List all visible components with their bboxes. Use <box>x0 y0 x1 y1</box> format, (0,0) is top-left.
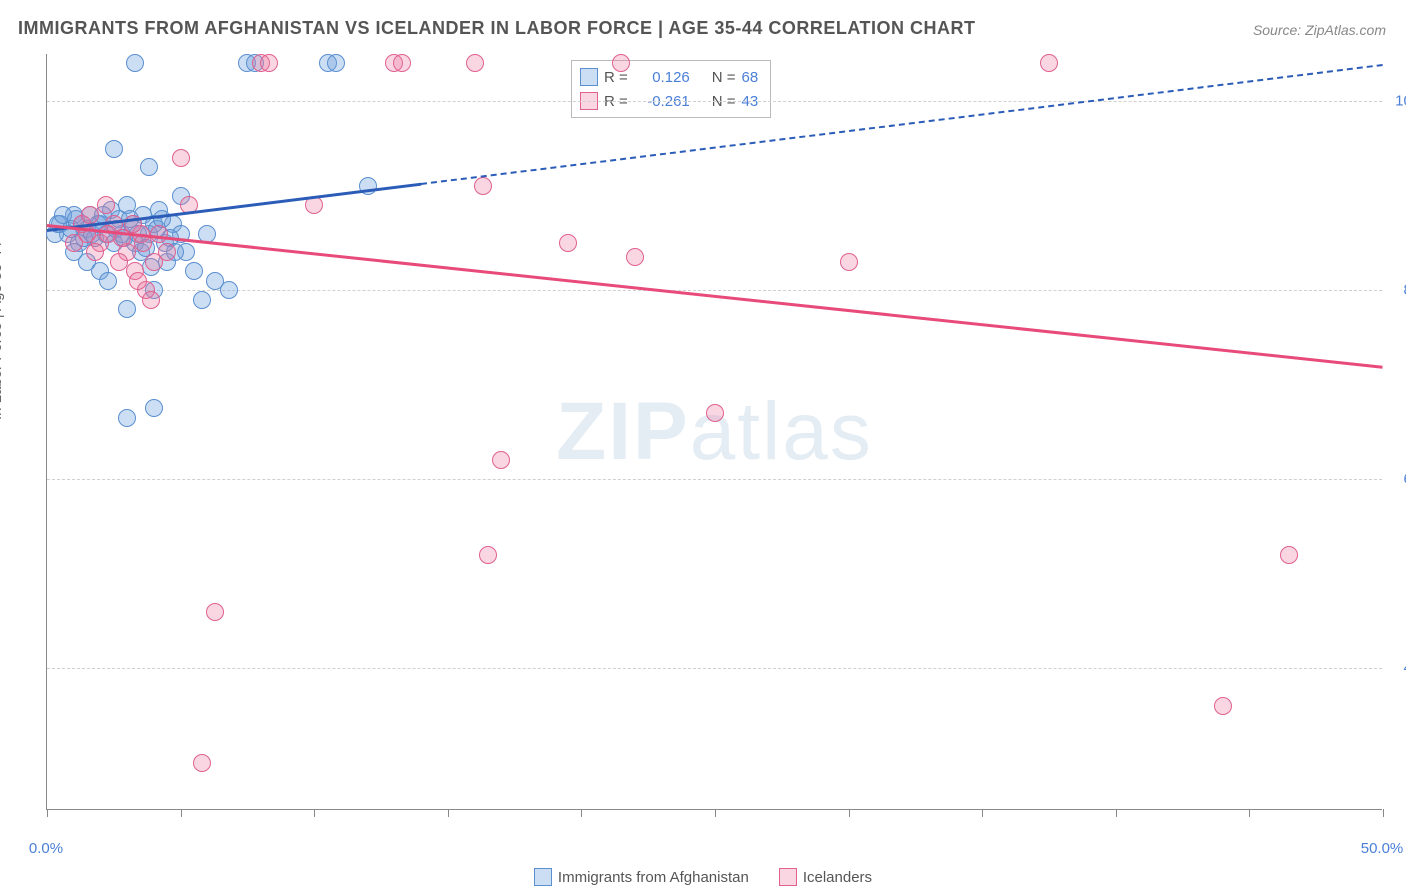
correlation-legend: R =0.126N =68R =-0.261N =43 <box>571 60 771 118</box>
scatter-point <box>172 149 190 167</box>
scatter-point <box>193 754 211 772</box>
legend-swatch <box>580 68 598 86</box>
legend-item: Icelanders <box>779 868 872 886</box>
gridline <box>47 479 1382 480</box>
series-legend: Immigrants from Afghanistan Icelanders <box>0 868 1406 886</box>
scatter-point <box>140 158 158 176</box>
y-tick-label: 100.0% <box>1390 93 1406 110</box>
x-tick <box>849 809 850 817</box>
scatter-point <box>110 253 128 271</box>
trend-line <box>47 224 1383 368</box>
trend-line <box>421 63 1383 184</box>
x-tick-label: 0.0% <box>29 840 63 857</box>
legend-n-value: 68 <box>742 69 759 86</box>
watermark: ZIPatlas <box>556 385 873 479</box>
scatter-point <box>150 225 168 243</box>
y-axis-label: In Labor Force | Age 35-44 <box>0 242 5 420</box>
scatter-point <box>99 272 117 290</box>
scatter-point <box>193 291 211 309</box>
scatter-point <box>479 546 497 564</box>
legend-row: R =0.126N =68 <box>580 65 758 89</box>
legend-label: Immigrants from Afghanistan <box>558 869 749 886</box>
scatter-point <box>81 206 99 224</box>
x-tick <box>1383 809 1384 817</box>
scatter-point <box>840 253 858 271</box>
chart-title: IMMIGRANTS FROM AFGHANISTAN VS ICELANDER… <box>18 18 976 39</box>
source-label: Source: ZipAtlas.com <box>1253 22 1386 38</box>
y-tick-label: 80.0% <box>1390 282 1406 299</box>
gridline <box>47 290 1382 291</box>
scatter-point <box>1214 697 1232 715</box>
legend-n-label: N = <box>712 69 736 86</box>
scatter-point <box>142 291 160 309</box>
scatter-point <box>1280 546 1298 564</box>
x-tick <box>1249 809 1250 817</box>
watermark-bold: ZIP <box>556 386 690 477</box>
scatter-point <box>65 234 83 252</box>
x-tick <box>1116 809 1117 817</box>
scatter-point <box>129 272 147 290</box>
scatter-point <box>327 54 345 72</box>
scatter-point <box>105 140 123 158</box>
x-tick <box>314 809 315 817</box>
scatter-point <box>126 54 144 72</box>
scatter-point <box>158 243 176 261</box>
x-tick <box>47 809 48 817</box>
gridline <box>47 101 1382 102</box>
scatter-point <box>466 54 484 72</box>
scatter-point <box>118 300 136 318</box>
scatter-point <box>145 399 163 417</box>
scatter-point <box>1040 54 1058 72</box>
y-tick-label: 60.0% <box>1390 471 1406 488</box>
legend-swatch <box>779 868 797 886</box>
x-tick <box>448 809 449 817</box>
scatter-point <box>185 262 203 280</box>
scatter-point <box>86 243 104 261</box>
scatter-point <box>706 404 724 422</box>
watermark-rest: atlas <box>690 386 873 477</box>
scatter-point <box>393 54 411 72</box>
x-tick <box>715 809 716 817</box>
gridline <box>47 668 1382 669</box>
x-tick-label: 50.0% <box>1361 840 1404 857</box>
legend-item: Immigrants from Afghanistan <box>534 868 749 886</box>
x-tick <box>581 809 582 817</box>
scatter-point <box>220 281 238 299</box>
scatter-point <box>474 177 492 195</box>
y-tick-label: 40.0% <box>1390 660 1406 677</box>
scatter-point <box>260 54 278 72</box>
x-tick <box>982 809 983 817</box>
legend-label: Icelanders <box>803 869 872 886</box>
legend-swatch <box>534 868 552 886</box>
scatter-point <box>492 451 510 469</box>
legend-r-value: 0.126 <box>634 69 690 86</box>
scatter-point <box>118 409 136 427</box>
x-tick <box>181 809 182 817</box>
scatter-point <box>559 234 577 252</box>
scatter-point <box>612 54 630 72</box>
scatter-point <box>206 603 224 621</box>
scatter-point <box>626 248 644 266</box>
scatter-point <box>97 196 115 214</box>
scatter-plot-area: ZIPatlas R =0.126N =68R =-0.261N =43 40.… <box>46 54 1382 810</box>
